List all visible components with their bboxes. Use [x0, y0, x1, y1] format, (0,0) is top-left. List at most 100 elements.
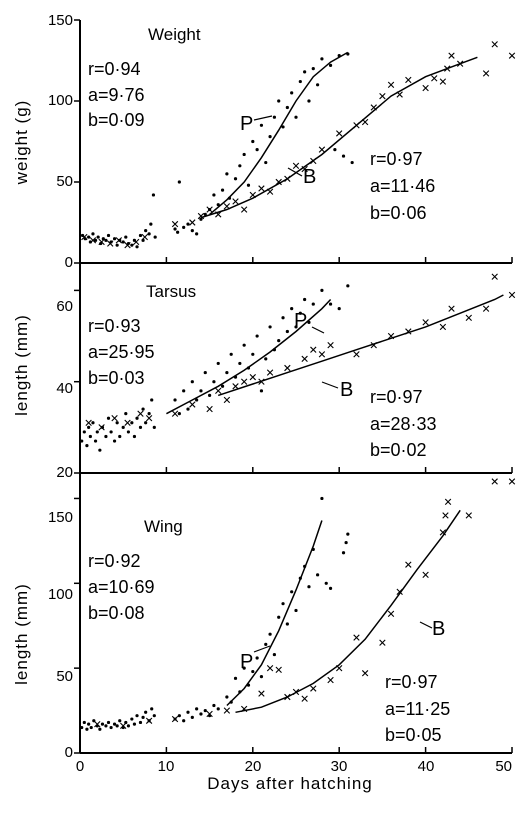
wing-B-point — [223, 707, 231, 714]
weight-B-a: a=11·46 — [370, 176, 435, 196]
tarsus-B-point — [145, 415, 153, 422]
weight-P-point — [264, 160, 268, 165]
tarsus-B-r: r=0·97 — [370, 387, 423, 407]
wing-P-leader — [253, 645, 271, 653]
weight-P-point — [346, 52, 350, 56]
tarsus-B-point — [240, 378, 248, 385]
wing-ticks — [74, 497, 513, 754]
wing-P-point — [320, 496, 324, 501]
weight-panel: 150 100 50 0 weight (g) Weight r=0·94 a=… — [12, 12, 516, 271]
weight-P-point — [121, 240, 125, 244]
wing-P-point — [268, 632, 272, 636]
weight-P-point — [259, 123, 264, 127]
weight-P-r: r=0·94 — [88, 59, 141, 79]
wing-B-point — [240, 705, 248, 713]
weight-ytick-label: 0 — [65, 254, 73, 271]
wing-P-point — [316, 573, 320, 577]
weight-B-point — [456, 60, 464, 67]
tarsus-P-point — [177, 412, 181, 416]
tarsus-P-point — [216, 361, 220, 366]
tarsus-B-point — [318, 351, 326, 358]
wing-B-point — [171, 715, 179, 723]
weight-P-point — [216, 203, 220, 207]
weight-P-point — [190, 229, 194, 233]
wing-B-point — [275, 666, 282, 674]
wing-B-point — [508, 478, 516, 485]
tarsus-P-point — [259, 389, 264, 393]
wing-P-point — [251, 669, 255, 674]
x-tick-labels: 0 10 20 30 40 50 — [76, 758, 512, 775]
wing-panel: 150 100 50 0 length (mm) Wing r=0·92 a=1… — [12, 473, 516, 761]
wing-P-point — [259, 675, 264, 679]
weight-panel-title: Weight — [148, 25, 201, 44]
weight-P-point — [186, 222, 190, 226]
weight-B-point — [141, 233, 148, 241]
wing-P-point — [233, 676, 238, 680]
wing-P-point — [246, 683, 251, 687]
tarsus-ytick-label: 60 — [56, 298, 73, 315]
weight-B-point — [107, 240, 114, 247]
weight-B-point — [115, 237, 123, 244]
weight-B-point — [240, 206, 248, 213]
tarsus-P-point — [303, 297, 307, 302]
wing-P-point — [242, 666, 246, 670]
wing-P-point — [298, 576, 302, 580]
tarsus-P-point — [141, 407, 145, 411]
tarsus-P-point — [88, 434, 92, 439]
tarsus-B-point — [266, 369, 274, 376]
wing-B-point — [444, 498, 452, 506]
tarsus-P-point — [311, 302, 315, 306]
tarsus-P-point — [132, 434, 137, 439]
tarsus-P-point — [298, 311, 302, 315]
weight-P-point — [311, 67, 315, 71]
weight-P-point — [115, 243, 119, 247]
wing-P-point — [112, 722, 117, 726]
tarsus-P-point — [150, 398, 154, 402]
weight-P-point — [135, 245, 139, 249]
wing-P-point — [307, 585, 311, 589]
wing-P-point — [272, 652, 276, 657]
tarsus-P-point — [106, 416, 111, 420]
tarsus-P-leader — [311, 326, 325, 334]
weight-P-point — [176, 230, 180, 234]
wing-ytick-label: 150 — [48, 509, 73, 526]
weight-P-point — [149, 222, 153, 226]
tarsus-B-point — [310, 346, 317, 353]
wing-P-point — [324, 581, 328, 585]
tarsus-P-point — [238, 361, 242, 366]
wing-B-point — [145, 717, 153, 724]
weight-P-point — [173, 227, 177, 231]
weight-P-point — [251, 139, 255, 144]
tarsus-P-point — [82, 430, 86, 434]
tarsus-B-point — [232, 383, 239, 390]
wing-B-point — [336, 664, 343, 672]
tarsus-P-point — [337, 307, 341, 311]
weight-P-point — [182, 225, 186, 229]
tarsus-B-point — [508, 291, 516, 299]
tarsus-B-b: b=0·02 — [370, 440, 427, 460]
tarsus-P-point — [199, 389, 203, 393]
weight-B-point — [444, 65, 451, 72]
weight-P-point — [93, 238, 98, 242]
weight-P-point — [203, 212, 207, 216]
wing-ytick-label: 0 — [65, 744, 73, 761]
weight-P-point — [124, 235, 128, 239]
wing-P-point — [225, 695, 229, 699]
wing-P-point — [177, 714, 181, 718]
tarsus-P-fit-curve — [166, 298, 332, 415]
wing-P-point — [141, 715, 145, 719]
wing-B-curve-label: B — [432, 618, 445, 640]
wing-P-point — [264, 642, 268, 646]
tarsus-panel: 60 40 20 length (mm) Tarsus r=0·93 a=25·… — [12, 263, 516, 481]
tarsus-B-point — [482, 305, 490, 312]
wing-P-point — [195, 707, 199, 711]
tarsus-P-point — [144, 421, 148, 425]
x-tick-label: 30 — [331, 758, 348, 775]
tarsus-P-point — [147, 412, 151, 416]
wing-plot-area — [80, 478, 516, 731]
tarsus-B-a: a=28·33 — [370, 414, 437, 434]
wing-P-point — [255, 656, 259, 660]
weight-B-point — [353, 122, 360, 129]
tarsus-B-point — [111, 415, 118, 422]
